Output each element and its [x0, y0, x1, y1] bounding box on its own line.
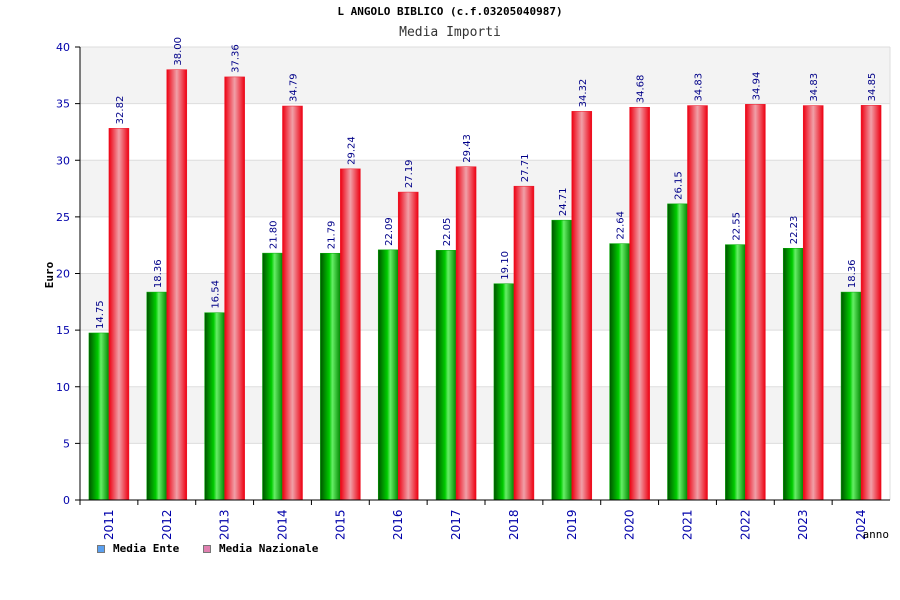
bar-media-ente	[435, 250, 457, 501]
y-tick-label: 15	[56, 324, 70, 337]
y-tick-label: 30	[56, 154, 70, 167]
data-label-media-nazionale: 27.71	[520, 154, 531, 183]
x-tick-label: 2020	[623, 509, 637, 540]
grid-band	[80, 386, 890, 444]
y-axis-title: Euro	[43, 261, 56, 288]
data-label-media-nazionale: 29.43	[462, 134, 473, 163]
x-tick-label: 2018	[507, 509, 521, 540]
x-tick-label: 2015	[333, 509, 347, 540]
data-label-media-ente: 22.64	[616, 211, 627, 240]
data-label-media-ente: 22.05	[442, 218, 453, 247]
legend-swatch-ente	[97, 544, 105, 553]
data-label-media-ente: 16.54	[211, 280, 222, 309]
x-tick-label: 2024	[854, 509, 868, 540]
data-label-media-ente: 18.36	[847, 259, 858, 288]
bar-media-ente	[609, 243, 630, 501]
bar-media-nazionale	[802, 105, 824, 501]
legend-swatch-nazionale	[203, 544, 211, 553]
legend-label-nazionale: Media Nazionale	[219, 542, 319, 555]
bar-media-nazionale	[224, 76, 245, 501]
bar-media-nazionale	[108, 128, 130, 501]
data-label-media-nazionale: 34.85	[867, 73, 878, 102]
bar-media-ente	[320, 252, 341, 501]
data-label-media-ente: 26.15	[674, 171, 685, 200]
data-label-media-nazionale: 34.32	[578, 79, 589, 108]
data-label-media-ente: 22.23	[789, 216, 800, 245]
bar-media-ente	[782, 247, 804, 501]
y-tick-label: 20	[56, 268, 70, 281]
chart-subtitle: Media Importi	[399, 25, 501, 40]
bar-media-nazionale	[571, 111, 593, 501]
chart-title: L ANGOLO BIBLICO (c.f.03205040987)	[337, 5, 563, 18]
bar-media-nazionale	[397, 191, 419, 501]
data-label-media-nazionale: 34.83	[694, 73, 705, 102]
data-label-media-nazionale: 32.82	[115, 96, 126, 125]
bar-media-nazionale	[455, 166, 477, 501]
y-tick-label: 40	[56, 41, 70, 54]
data-label-media-nazionale: 29.24	[346, 136, 357, 165]
data-label-media-ente: 22.55	[731, 212, 742, 241]
data-label-media-ente: 24.71	[558, 188, 569, 217]
y-tick-label: 25	[56, 211, 70, 224]
x-tick-label: 2012	[160, 509, 174, 540]
data-label-media-nazionale: 34.68	[636, 75, 647, 104]
y-tick-label: 10	[56, 381, 70, 394]
y-tick-label: 5	[63, 437, 70, 450]
bar-media-nazionale	[513, 185, 535, 501]
x-tick-label: 2017	[449, 509, 463, 540]
data-label-media-ente: 19.10	[500, 251, 511, 280]
grid-band	[80, 273, 890, 331]
bar-media-ente	[146, 291, 168, 501]
data-label-media-ente: 22.09	[384, 217, 395, 246]
x-tick-label: 2011	[102, 509, 116, 540]
bar-media-ente	[88, 332, 110, 501]
bar-media-nazionale	[282, 105, 303, 501]
x-tick-label: 2019	[565, 509, 579, 540]
data-label-media-nazionale: 34.79	[289, 73, 300, 102]
legend-item-ente: Media Ente	[97, 542, 179, 555]
legend-item-nazionale: Media Nazionale	[203, 542, 318, 555]
x-axis-title: anno	[863, 528, 890, 541]
data-label-media-ente: 14.75	[95, 300, 106, 329]
x-tick-label: 2014	[276, 509, 290, 540]
bar-media-ente	[551, 219, 573, 501]
data-label-media-nazionale: 27.19	[404, 159, 415, 188]
y-tick-label: 35	[56, 98, 70, 111]
data-label-media-ente: 18.36	[153, 259, 164, 288]
data-label-media-nazionale: 34.94	[751, 72, 762, 101]
bar-media-ente	[725, 244, 746, 501]
data-label-media-ente: 21.80	[269, 220, 280, 249]
legend-label-ente: Media Ente	[113, 542, 180, 555]
bar-media-ente	[262, 252, 283, 501]
bar-media-nazionale	[860, 105, 882, 501]
x-tick-label: 2016	[391, 509, 405, 540]
bar-media-ente	[493, 283, 515, 501]
data-label-media-nazionale: 34.83	[809, 73, 820, 102]
y-tick-label: 0	[63, 494, 70, 507]
bar-media-ente	[377, 249, 399, 501]
bar-media-ente	[667, 203, 688, 501]
bar-media-nazionale	[687, 105, 708, 501]
x-tick-label: 2022	[738, 509, 752, 540]
data-label-media-ente: 21.79	[326, 221, 337, 250]
data-label-media-nazionale: 38.00	[173, 37, 184, 66]
x-tick-label: 2021	[681, 509, 695, 540]
grid-band	[80, 160, 890, 217]
x-tick-label: 2013	[218, 509, 232, 540]
x-tick-label: 2023	[796, 509, 810, 540]
bar-media-nazionale	[340, 168, 361, 501]
data-label-media-nazionale: 37.36	[231, 44, 242, 73]
bar-media-nazionale	[745, 104, 766, 501]
bar-media-nazionale	[166, 69, 188, 501]
bar-media-ente	[840, 291, 862, 501]
bar-media-ente	[204, 312, 225, 501]
bar-media-nazionale	[629, 106, 650, 501]
grid-band	[80, 47, 890, 104]
